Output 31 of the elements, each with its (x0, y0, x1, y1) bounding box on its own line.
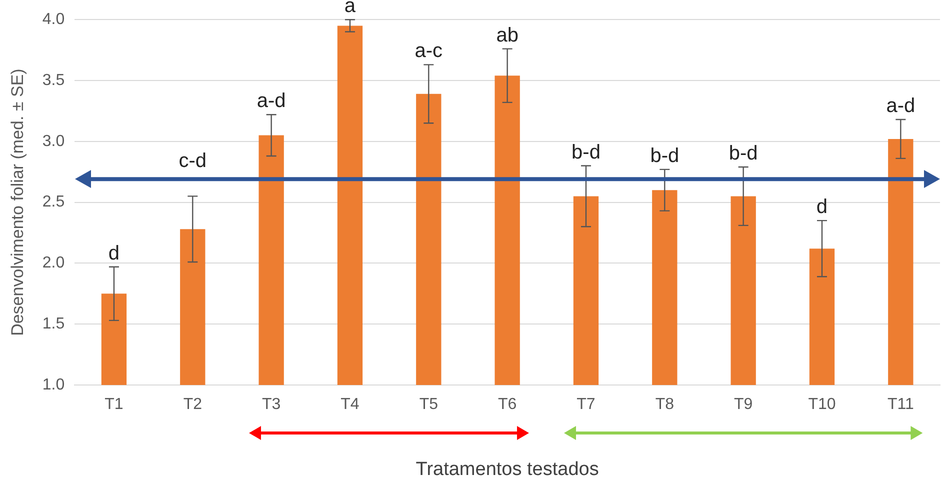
x-axis-title: Tratamentos testados (416, 458, 599, 480)
x-tick-label: T3 (262, 396, 281, 414)
x-tick-label: T11 (887, 396, 914, 414)
x-tick-label: T9 (734, 396, 753, 414)
annotation: d (816, 196, 828, 218)
annotation: b-d (650, 144, 680, 167)
y-tick-label: 4.0 (42, 11, 65, 28)
x-tick-label: T10 (808, 396, 836, 414)
y-axis-title: Desenvolvimento foliar (med. ± SE) (8, 68, 27, 336)
y-tick-label: 3.5 (42, 72, 65, 89)
annotation: a-d (886, 94, 916, 117)
y-tick-label: 3.0 (42, 132, 65, 150)
x-tick-label: T5 (419, 396, 438, 414)
annotation: ab (496, 24, 518, 46)
y-tick-label: 2.0 (42, 254, 65, 272)
annotation: a-c (414, 40, 443, 62)
x-tick-label: T8 (655, 396, 674, 414)
y-tick-label: 1.0 (42, 376, 65, 394)
annotation: d (108, 242, 120, 264)
annotation: a (344, 0, 356, 18)
y-tick-label: 2.5 (42, 194, 65, 211)
annotation: b-d (728, 142, 758, 164)
annotation: a-d (256, 90, 286, 112)
x-tick-label: T4 (340, 396, 360, 414)
annotation: c-d (178, 150, 207, 172)
x-tick-label: T7 (576, 396, 596, 414)
x-tick-label: T6 (498, 396, 517, 414)
y-tick-label: 1.5 (42, 316, 65, 333)
annotation: b-d (572, 141, 600, 164)
x-tick-label: T1 (104, 396, 124, 414)
x-tick-label: T2 (183, 396, 202, 414)
